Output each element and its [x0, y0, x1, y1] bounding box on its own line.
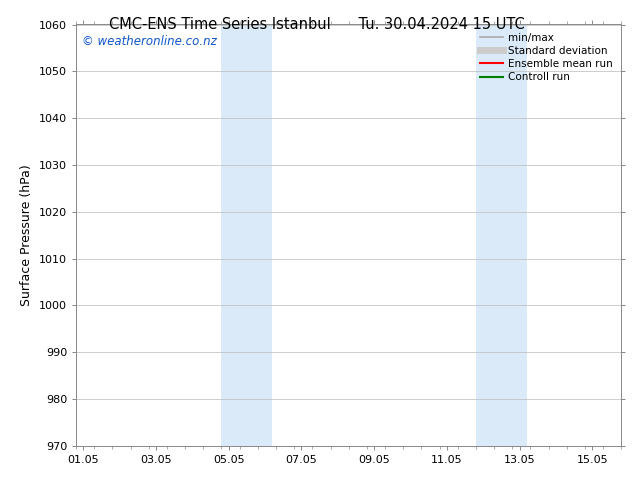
Bar [476, 24, 527, 446]
Bar [221, 24, 273, 446]
Text: © weatheronline.co.nz: © weatheronline.co.nz [82, 35, 216, 48]
Legend: min/max, Standard deviation, Ensemble mean run, Controll run: min/max, Standard deviation, Ensemble me… [477, 30, 616, 85]
Text: CMC-ENS Time Series Istanbul      Tu. 30.04.2024 15 UTC: CMC-ENS Time Series Istanbul Tu. 30.04.2… [109, 17, 525, 32]
Y-axis label: Surface Pressure (hPa): Surface Pressure (hPa) [20, 164, 34, 306]
